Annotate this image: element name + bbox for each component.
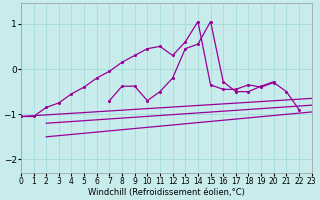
X-axis label: Windchill (Refroidissement éolien,°C): Windchill (Refroidissement éolien,°C): [88, 188, 245, 197]
